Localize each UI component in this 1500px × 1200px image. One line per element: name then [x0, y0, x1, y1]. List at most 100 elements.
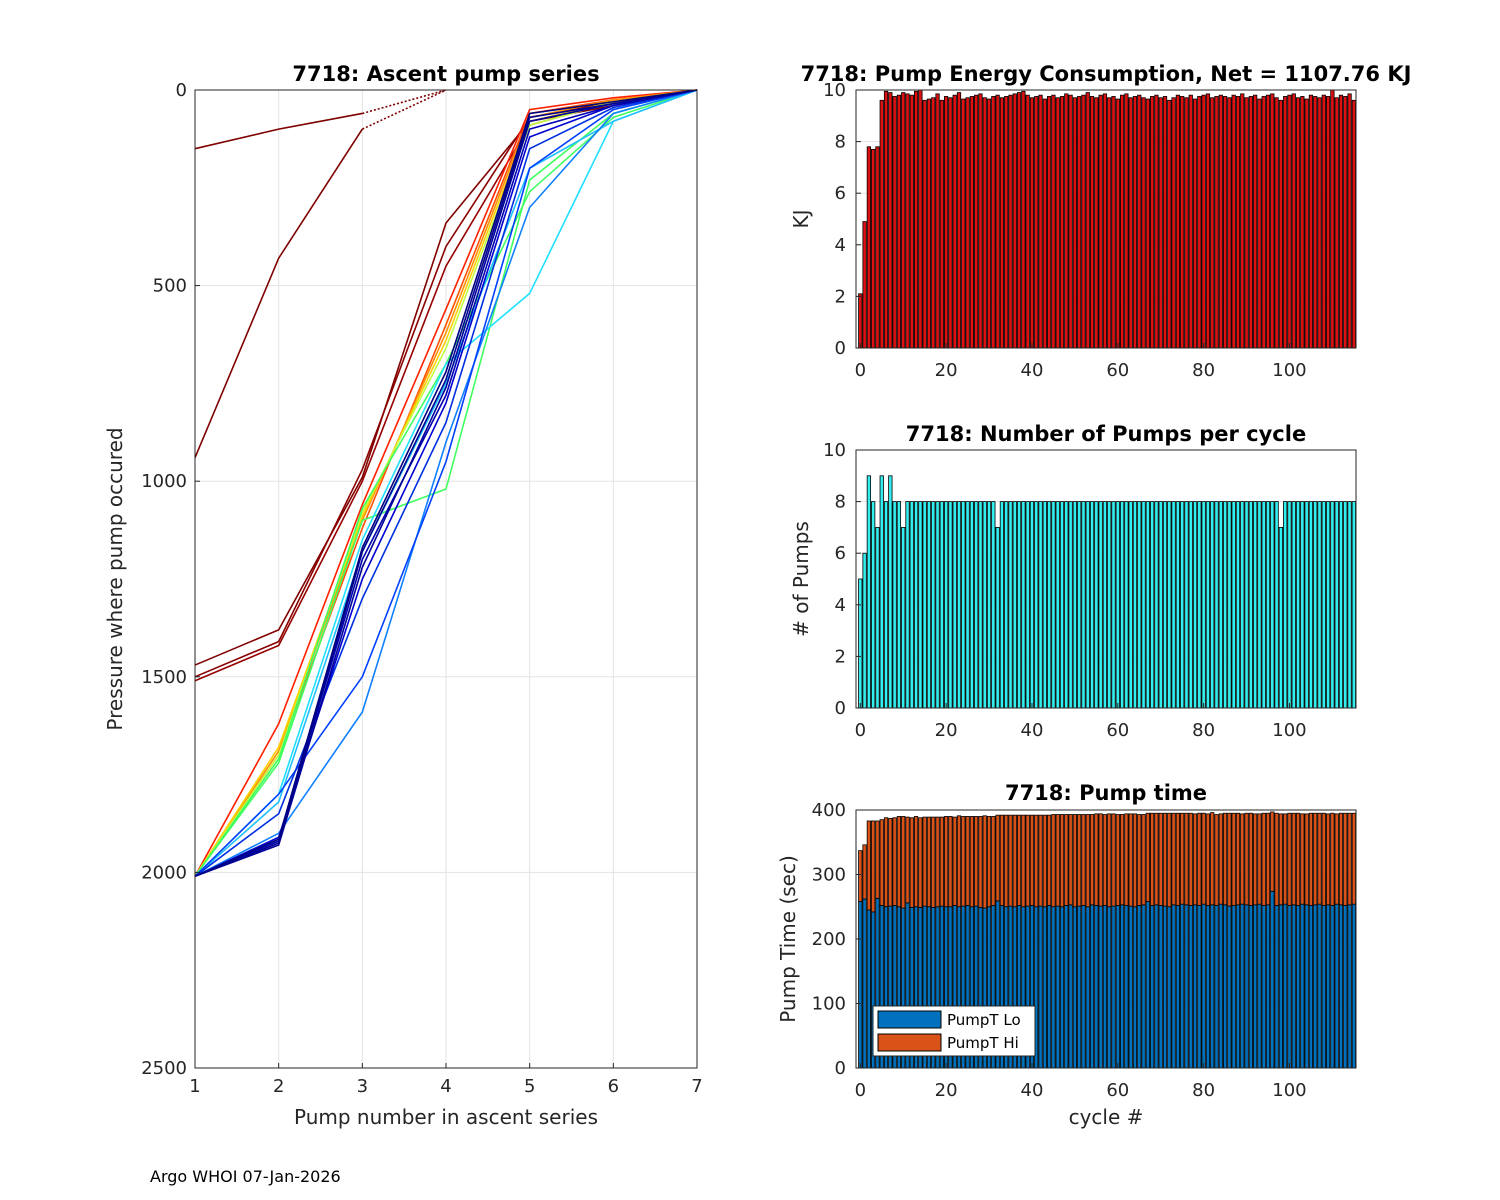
pumptime-bar-hi	[858, 850, 863, 902]
energy-bar	[1231, 94, 1236, 349]
pumps-bar	[1158, 501, 1163, 709]
pumptime-bar-lo	[1119, 904, 1125, 1069]
energy-bar	[1325, 96, 1331, 349]
pumptime-bar-hi	[1115, 814, 1120, 906]
pumptime-bar-hi	[1150, 812, 1155, 906]
pumptime-bar-hi	[1081, 814, 1086, 906]
energy-bar	[1347, 93, 1352, 349]
pumptime-legend: PumpT Lo PumpT Hi	[872, 1005, 1036, 1057]
pumptime-bar-hi	[1244, 812, 1249, 906]
pumps-bar	[1085, 501, 1090, 709]
pumptime-bar-lo	[1308, 905, 1314, 1069]
pumptime-bar-lo	[1300, 903, 1305, 1069]
pumps-bar	[1175, 501, 1181, 709]
pumps-ylabel: # of Pumps	[789, 521, 813, 637]
energy-bar	[1021, 90, 1026, 349]
pumps-bar	[948, 501, 953, 709]
pumptime-bar-hi	[1141, 814, 1146, 906]
pumptime-bar-hi	[896, 816, 902, 908]
pumptime-bar-hi	[1077, 814, 1082, 907]
pumptime-bar-hi	[931, 816, 936, 908]
pumptime-bar-hi	[1012, 814, 1017, 908]
pumptime-bar-hi	[1210, 812, 1215, 906]
ascent-series-line	[361, 89, 447, 130]
pumps-bar	[1145, 501, 1150, 709]
pumptime-bar-lo	[1085, 906, 1090, 1069]
pumptime-bar-hi	[1171, 812, 1176, 906]
pumptime-bar-hi	[1119, 814, 1125, 906]
pumptime-bar-hi	[1265, 812, 1271, 906]
pumptime-bar-lo	[1235, 904, 1241, 1069]
pumptime-bar-hi	[875, 820, 880, 899]
ascent-series-line	[194, 89, 698, 878]
pumptime-bar-hi	[995, 814, 1000, 902]
energy-bar	[1132, 96, 1138, 349]
pumps-bar	[1347, 501, 1352, 709]
pumptime-bar-hi	[1047, 814, 1052, 906]
pumptime-ytick-label: 200	[812, 929, 846, 950]
pumps-bar	[1051, 501, 1056, 709]
energy-ytick-label: 8	[835, 132, 846, 153]
pumps-bar	[961, 501, 966, 709]
pumptime-bar-hi	[909, 817, 914, 908]
ascent-series-line	[194, 89, 698, 878]
energy-bar	[999, 97, 1005, 349]
pumps-bar	[875, 527, 880, 709]
pumptime-bar-hi	[1175, 812, 1181, 906]
pumps-bar	[1111, 501, 1116, 709]
pumps-bar	[1295, 501, 1301, 709]
pumps-ytick-label: 4	[835, 595, 846, 616]
pumps-bar	[991, 501, 996, 709]
energy-bar	[1291, 93, 1296, 349]
pumps-bar	[952, 501, 957, 709]
pumptime-bar-hi	[1257, 813, 1262, 905]
pumptime-bar-lo	[1077, 905, 1082, 1069]
pumptime-bar-hi	[1270, 811, 1275, 892]
energy-bar	[918, 89, 923, 349]
pumps-ytick-label: 6	[835, 543, 846, 564]
pumps-bar	[905, 501, 910, 709]
pumps-bar	[1064, 501, 1069, 709]
pumptime-bar-lo	[1274, 905, 1279, 1069]
pumps-bar	[1115, 501, 1120, 709]
pumps-bar	[1077, 501, 1082, 709]
pumps-bar	[1128, 501, 1133, 709]
pumps-bar	[1308, 501, 1314, 709]
pumptime-bar-hi	[862, 844, 867, 900]
energy-panel: 0 20 40 60 80 100 0 2 4 6 8 10 7718: Pump Energy Co…	[789, 62, 1411, 381]
pumps-xtick-label: 20	[935, 720, 958, 741]
pumptime-bar-lo	[1351, 903, 1356, 1069]
ascent-ytick-label: 1500	[141, 667, 187, 688]
pumptime-bar-lo	[1098, 905, 1103, 1069]
pumps-bar	[1287, 501, 1292, 709]
pumptime-bar-lo	[1287, 905, 1292, 1069]
pumptime-bar-hi	[1274, 812, 1279, 906]
pumptime-bar-hi	[969, 816, 974, 908]
pumptime-bar-lo	[1107, 906, 1112, 1069]
pumps-bar	[995, 527, 1000, 709]
energy-bars	[858, 89, 1356, 349]
pumps-bar	[1119, 501, 1125, 709]
energy-bar	[871, 148, 876, 349]
pumptime-bar-lo	[1227, 905, 1232, 1069]
pumps-bar	[944, 501, 949, 709]
energy-bar	[888, 92, 893, 349]
ascent-ylabel: Pressure where pump occured	[103, 427, 127, 730]
pumps-bar	[913, 501, 919, 709]
pumptime-bar-lo	[1051, 906, 1056, 1069]
pumps-bar	[1029, 501, 1035, 709]
pumps-bar	[1343, 501, 1348, 709]
pumptime-bar-hi	[1128, 813, 1133, 907]
energy-bar	[1072, 97, 1078, 349]
pumptime-bar-hi	[1197, 812, 1202, 906]
energy-bar	[1094, 97, 1099, 349]
pumps-bar	[1137, 501, 1142, 709]
pumps-xtick-label: 60	[1106, 720, 1129, 741]
energy-bar	[1077, 96, 1082, 349]
energy-bar	[1171, 97, 1176, 349]
pumptime-bar-lo	[862, 898, 867, 1069]
pumptime-bar-lo	[1278, 904, 1284, 1069]
pumptime-bar-lo	[1317, 903, 1322, 1069]
ascent-series-line	[194, 112, 363, 150]
